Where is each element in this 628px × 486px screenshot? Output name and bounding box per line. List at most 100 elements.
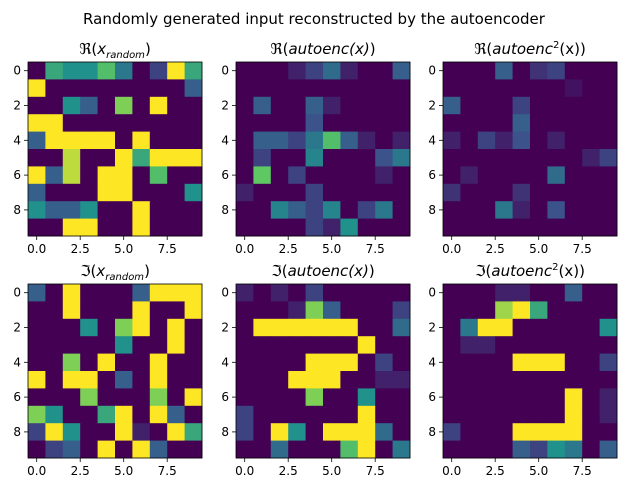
x-tick-label: 2.5 (71, 242, 90, 256)
heatmap-cell (132, 131, 151, 150)
heatmap-cell (288, 149, 306, 167)
heatmap-cell (392, 62, 411, 80)
heatmap-cell (547, 405, 566, 424)
heatmap-cell (149, 96, 168, 115)
heatmap-cell (167, 218, 185, 237)
heatmap-cell (443, 284, 461, 302)
heatmap-cell (495, 371, 513, 389)
heatmap-cell (495, 388, 513, 407)
heatmap-cell (357, 353, 376, 372)
heatmap-cell (97, 318, 116, 337)
heatmap-cell (288, 79, 306, 98)
heatmap-cell (28, 62, 46, 80)
heatmap-cell (477, 62, 496, 80)
heatmap-cell (357, 114, 376, 132)
panel-title: ℑ(xrandom) (80, 262, 150, 283)
panel-title: ℑ(autoenc(x)) (271, 262, 375, 280)
heatmap-cell (149, 62, 168, 80)
heatmap-cell (132, 284, 151, 302)
heatmap-cell (45, 388, 64, 407)
heatmap-cell (530, 405, 548, 424)
heatmap-cell (167, 201, 185, 219)
heatmap-cell (132, 318, 151, 337)
heatmap-cell (115, 62, 133, 80)
x-tick-label: 7.5 (573, 242, 592, 256)
x-tick-label: 5.0 (529, 464, 548, 478)
heatmap-cell (132, 183, 151, 202)
heatmap-cell (62, 79, 81, 98)
heatmap-cell (62, 218, 81, 237)
heatmap-cell (28, 353, 46, 372)
heatmap-cell (253, 62, 272, 80)
heatmap-cell (495, 166, 513, 185)
x-tick-label: 5.0 (529, 242, 548, 256)
heatmap-cell (288, 131, 306, 150)
heatmap-cell (460, 201, 479, 219)
y-tick-label: 2 (221, 99, 229, 113)
heatmap-cell (599, 284, 618, 302)
heatmap-cell (80, 318, 98, 337)
heatmap-cell (167, 131, 185, 150)
heatmap-cell (547, 114, 566, 132)
heatmap-cell (599, 114, 618, 132)
heatmap-cell (149, 284, 168, 302)
figure-suptitle: Randomly generated input reconstructed b… (83, 10, 546, 28)
heatmap-cell (564, 114, 583, 132)
heatmap-cell (45, 353, 64, 372)
heatmap-cell (512, 183, 531, 202)
heatmap-cell (149, 201, 168, 219)
heatmap-cell (80, 218, 98, 237)
heatmap-cell (547, 301, 566, 320)
heatmap-cell (305, 166, 324, 185)
heatmap-cell (115, 353, 133, 372)
heatmap-cell (477, 371, 496, 389)
heatmap-panel-2: ℜ(autoenc(x)) 0.0 2.5 5.0 7.5 0 2 4 6 8 (221, 40, 411, 256)
heatmap-cell (477, 353, 496, 372)
heatmap-cell (512, 149, 531, 167)
panel-title-part: ℜ( (79, 40, 97, 58)
heatmap-cell (323, 131, 341, 150)
heatmap-cell (28, 405, 46, 424)
heatmap-cell (167, 114, 185, 132)
heatmap-cell (599, 336, 618, 354)
heatmap-cell (375, 166, 393, 185)
heatmap-panel-1: ℜ(xrandom) 0.0 2.5 5.0 7.5 0 2 4 6 8 (13, 40, 203, 256)
heatmap-cell (115, 301, 133, 320)
panel-title-part: (x)) (559, 262, 585, 280)
heatmap-cell (443, 423, 461, 441)
heatmap-cell (45, 201, 64, 219)
axes-frame (442, 61, 618, 237)
heatmap-cell (340, 96, 359, 115)
heatmap-cell (357, 79, 376, 98)
heatmap-cell (149, 388, 168, 407)
heatmap-cell (477, 183, 496, 202)
heatmap-cell (28, 166, 46, 185)
heatmap-cell (443, 218, 461, 237)
heatmap-cell (582, 318, 600, 337)
heatmap-cell (512, 166, 531, 185)
heatmap-cell (62, 371, 81, 389)
heatmap-cell (375, 371, 393, 389)
heatmap-cell (599, 79, 618, 98)
heatmap-cell (547, 353, 566, 372)
heatmap-cell (375, 62, 393, 80)
heatmap-cell (62, 336, 81, 354)
y-tick-label: 6 (13, 390, 21, 404)
heatmap-cell (253, 440, 272, 459)
heatmap-cell (305, 353, 324, 372)
heatmap-cell (28, 96, 46, 115)
heatmap-cell (236, 131, 254, 150)
heatmap-cell (512, 440, 531, 459)
heatmap-cell (80, 353, 98, 372)
heatmap-cell (340, 301, 359, 320)
heatmap-cell (323, 318, 341, 337)
heatmap-cell (443, 353, 461, 372)
panel-title-part: autoenc(x) (288, 262, 369, 280)
heatmap-cell (323, 79, 341, 98)
heatmap-cell (582, 79, 600, 98)
heatmap-cell (582, 440, 600, 459)
heatmap-cell (340, 353, 359, 372)
heatmap-cell (357, 371, 376, 389)
heatmap-cell (375, 405, 393, 424)
x-tick-label: 7.5 (158, 242, 177, 256)
